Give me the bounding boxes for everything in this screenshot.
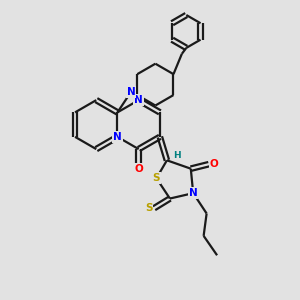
- Text: S: S: [145, 203, 152, 213]
- Text: S: S: [153, 173, 160, 183]
- Text: O: O: [134, 164, 143, 173]
- Text: O: O: [210, 159, 218, 169]
- Text: N: N: [134, 95, 143, 105]
- Text: N: N: [113, 132, 122, 142]
- Text: N: N: [189, 188, 198, 198]
- Text: H: H: [173, 151, 181, 160]
- Text: N: N: [127, 87, 135, 97]
